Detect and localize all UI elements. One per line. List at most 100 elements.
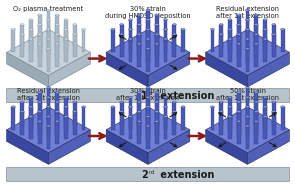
Ellipse shape bbox=[128, 106, 132, 108]
Bar bbox=[73, 34, 77, 57]
Text: extension: extension bbox=[157, 170, 214, 180]
Bar bbox=[82, 107, 86, 130]
Ellipse shape bbox=[254, 43, 258, 45]
Bar bbox=[64, 20, 68, 43]
Ellipse shape bbox=[55, 33, 59, 35]
Ellipse shape bbox=[38, 120, 42, 122]
Bar bbox=[263, 20, 267, 43]
Ellipse shape bbox=[46, 115, 50, 118]
Bar bbox=[228, 20, 232, 43]
Polygon shape bbox=[106, 107, 190, 153]
Bar bbox=[228, 97, 232, 120]
Polygon shape bbox=[206, 29, 289, 75]
Polygon shape bbox=[148, 52, 190, 87]
Bar bbox=[246, 10, 249, 33]
Bar bbox=[237, 15, 241, 38]
Bar bbox=[272, 34, 276, 57]
Ellipse shape bbox=[137, 120, 141, 122]
Ellipse shape bbox=[228, 28, 232, 30]
Bar bbox=[146, 29, 150, 52]
Bar bbox=[146, 49, 150, 72]
Ellipse shape bbox=[55, 91, 59, 93]
Ellipse shape bbox=[38, 101, 42, 103]
Ellipse shape bbox=[20, 111, 24, 113]
Bar bbox=[181, 29, 185, 52]
Bar bbox=[211, 29, 214, 52]
Bar bbox=[155, 102, 159, 125]
Bar bbox=[120, 25, 124, 47]
Ellipse shape bbox=[55, 120, 59, 122]
Ellipse shape bbox=[245, 38, 250, 40]
Ellipse shape bbox=[137, 111, 141, 113]
Ellipse shape bbox=[155, 111, 159, 113]
Ellipse shape bbox=[237, 33, 241, 35]
Ellipse shape bbox=[38, 43, 42, 45]
Ellipse shape bbox=[172, 24, 176, 26]
Bar bbox=[137, 44, 141, 67]
Ellipse shape bbox=[11, 106, 15, 108]
Polygon shape bbox=[248, 52, 289, 87]
Ellipse shape bbox=[254, 111, 258, 113]
Bar bbox=[254, 15, 258, 38]
Ellipse shape bbox=[237, 111, 241, 113]
Text: 50% strain
after 1st extension: 50% strain after 1st extension bbox=[216, 88, 279, 101]
Bar bbox=[137, 112, 141, 135]
Ellipse shape bbox=[128, 96, 132, 98]
Polygon shape bbox=[7, 107, 90, 153]
Ellipse shape bbox=[146, 9, 150, 11]
Bar bbox=[219, 34, 223, 57]
Bar bbox=[155, 92, 159, 115]
Text: O₂ plasma treatment: O₂ plasma treatment bbox=[13, 6, 83, 12]
Ellipse shape bbox=[254, 24, 258, 26]
Bar bbox=[137, 25, 141, 47]
Ellipse shape bbox=[128, 28, 132, 30]
Bar bbox=[228, 29, 232, 52]
Polygon shape bbox=[206, 52, 248, 87]
Polygon shape bbox=[106, 52, 148, 87]
Bar bbox=[47, 126, 50, 149]
Bar bbox=[38, 34, 42, 57]
Bar bbox=[254, 102, 258, 125]
Ellipse shape bbox=[146, 28, 150, 30]
Bar bbox=[29, 97, 33, 120]
Text: Residual extension
after 1st extension: Residual extension after 1st extension bbox=[216, 6, 279, 19]
Bar bbox=[146, 88, 150, 111]
Ellipse shape bbox=[245, 19, 250, 21]
Ellipse shape bbox=[119, 24, 124, 26]
Bar bbox=[55, 25, 59, 47]
Ellipse shape bbox=[29, 115, 33, 118]
Bar bbox=[246, 49, 249, 72]
Ellipse shape bbox=[263, 96, 267, 98]
Ellipse shape bbox=[254, 91, 258, 93]
Bar bbox=[146, 107, 150, 130]
Ellipse shape bbox=[128, 19, 132, 21]
Ellipse shape bbox=[46, 96, 50, 98]
Bar bbox=[47, 20, 50, 43]
Bar bbox=[246, 107, 249, 130]
Bar bbox=[272, 25, 276, 47]
Bar bbox=[29, 20, 33, 43]
Bar bbox=[64, 116, 68, 139]
Ellipse shape bbox=[155, 101, 159, 103]
Bar bbox=[219, 25, 223, 47]
Ellipse shape bbox=[73, 111, 77, 113]
Ellipse shape bbox=[245, 48, 250, 50]
Ellipse shape bbox=[219, 101, 223, 103]
Ellipse shape bbox=[146, 115, 150, 118]
Bar bbox=[155, 34, 159, 57]
Bar bbox=[181, 107, 185, 130]
Ellipse shape bbox=[29, 19, 33, 21]
Ellipse shape bbox=[46, 38, 50, 40]
Ellipse shape bbox=[155, 91, 159, 93]
Ellipse shape bbox=[73, 33, 77, 35]
Bar bbox=[111, 107, 115, 130]
Bar bbox=[211, 107, 214, 130]
Bar bbox=[281, 107, 284, 130]
Ellipse shape bbox=[137, 33, 141, 35]
Ellipse shape bbox=[29, 106, 33, 108]
Bar bbox=[55, 92, 59, 115]
Bar bbox=[146, 116, 150, 139]
Ellipse shape bbox=[263, 19, 267, 21]
Ellipse shape bbox=[81, 106, 86, 108]
Ellipse shape bbox=[172, 101, 176, 103]
